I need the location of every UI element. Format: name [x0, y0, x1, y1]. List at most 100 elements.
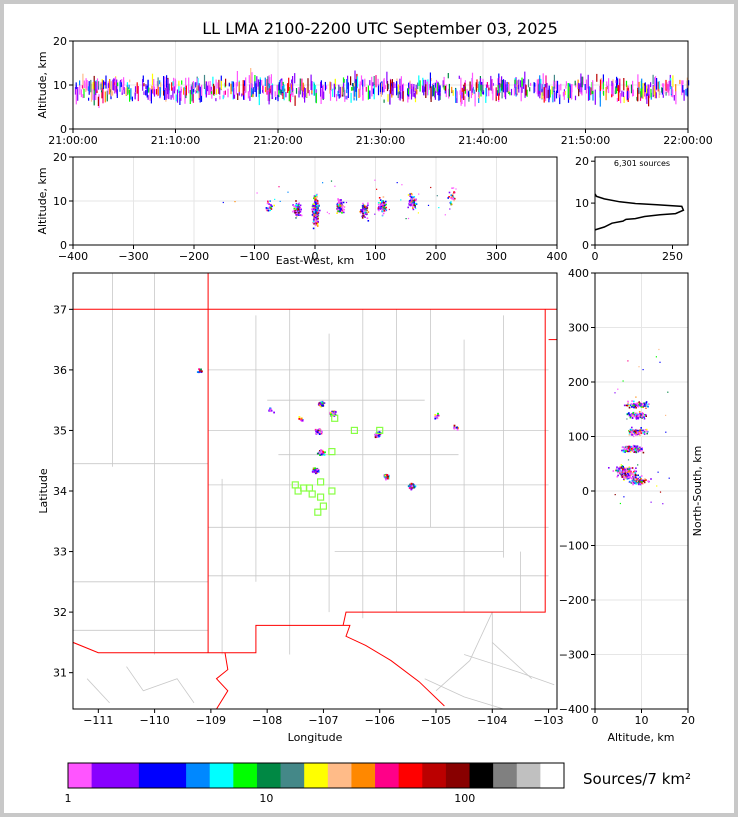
north-south-source: [627, 400, 629, 403]
time-height-source: [642, 83, 644, 99]
time-height-source: [580, 73, 582, 90]
plan-view-source: [201, 370, 203, 373]
lma-station-marker: [331, 414, 339, 422]
east-west-source: [313, 218, 316, 221]
time-height-source: [264, 86, 267, 93]
plan-view-source: [315, 432, 318, 435]
north-south-source: [662, 503, 664, 505]
plan-view-x-tick-label: −109: [196, 714, 226, 727]
time-height-source: [434, 82, 436, 88]
time-height-source: [517, 84, 519, 90]
east-west-source: [311, 209, 314, 212]
time-height-source: [428, 84, 431, 90]
plan-view-source: [313, 470, 316, 473]
north-south-source: [627, 467, 630, 469]
north-south-source: [638, 481, 641, 484]
time-height-source: [637, 87, 639, 102]
time-height-source: [584, 84, 586, 90]
time-height-source: [616, 98, 618, 102]
time-height-source: [472, 86, 474, 91]
time-height-source: [396, 81, 398, 96]
north-south-tick-label: −100: [559, 540, 589, 553]
time-height-source: [594, 89, 596, 105]
time-height-source: [266, 79, 268, 95]
north-south-source: [638, 480, 640, 483]
east-west-source: [299, 211, 302, 213]
north-south-source: [640, 427, 642, 429]
east-west-source: [415, 199, 417, 202]
east-west-source: [316, 222, 319, 224]
time-height-source: [515, 77, 517, 92]
time-height-source: [554, 92, 556, 102]
plan-view-source: [376, 436, 379, 438]
east-west-source: [314, 207, 317, 210]
time-height-source: [236, 71, 238, 87]
time-height-source: [498, 93, 500, 101]
north-south-tick-label: −300: [559, 649, 589, 662]
north-south-source: [665, 414, 667, 416]
east-west-source: [409, 193, 411, 195]
east-west-source: [316, 209, 319, 212]
time-height-source: [686, 77, 688, 88]
time-height-source: [541, 83, 543, 89]
east-west-source: [315, 217, 318, 219]
north-south-source: [623, 472, 625, 475]
time-height-source: [637, 74, 639, 89]
time-height-source: [505, 84, 507, 100]
time-height-source: [383, 81, 385, 93]
east-west-source: [400, 199, 402, 201]
east-west-source: [314, 215, 317, 218]
east-west-source: [410, 192, 413, 195]
east-west-source: [269, 200, 271, 202]
time-height-source: [142, 79, 144, 91]
north-south-x-tick-label: 20: [681, 714, 695, 727]
north-south-source: [633, 404, 635, 407]
time-height-source: [168, 83, 170, 91]
east-west-source: [336, 206, 339, 209]
county-border: [424, 678, 504, 709]
east-west-source: [315, 219, 318, 222]
east-west-source: [415, 202, 417, 205]
plan-view-source: [411, 485, 414, 488]
time-height-source: [581, 92, 583, 96]
east-west-source: [316, 223, 319, 226]
plan-view-y-tick-label: 33: [53, 546, 67, 559]
east-west-source: [413, 201, 415, 203]
time-height-source: [579, 83, 581, 93]
plan-view-y-tick-label: 32: [53, 606, 67, 619]
plan-view-source: [386, 474, 388, 476]
time-height-source: [217, 82, 219, 89]
time-height-source: [195, 90, 197, 94]
time-height-source: [630, 85, 633, 94]
time-height-source: [83, 80, 85, 88]
time-height-source: [513, 87, 515, 96]
plan-view-source: [320, 432, 323, 435]
north-south-source: [626, 446, 629, 448]
east-west-source: [412, 199, 414, 202]
time-height-y-tick-label: 0: [60, 123, 67, 136]
east-west-source: [407, 194, 410, 196]
time-height-source: [102, 87, 104, 104]
east-west-source: [363, 208, 366, 210]
north-south-source: [626, 448, 629, 451]
time-height-source: [373, 85, 375, 100]
time-height-source: [129, 79, 131, 83]
north-south-source: [632, 473, 634, 475]
time-height-source: [223, 91, 225, 98]
plan-view-source: [435, 415, 438, 417]
time-height-source: [423, 79, 425, 96]
plan-view-source: [330, 413, 332, 416]
east-west-source: [366, 207, 369, 209]
time-height-source: [435, 79, 438, 93]
time-height-source: [652, 74, 654, 85]
north-south-source: [643, 403, 645, 405]
figure-frame: LL LMA 2100-2200 UTC September 03, 2025 …: [4, 4, 734, 813]
time-height-source: [196, 85, 198, 91]
north-south-source: [655, 356, 657, 358]
colorbar-cell: [186, 763, 211, 788]
north-south-source: [633, 431, 635, 433]
east-west-source: [294, 206, 297, 208]
histogram-x-tick-label: 250: [662, 250, 683, 263]
east-west-source: [293, 209, 295, 212]
east-west-source: [385, 203, 387, 206]
